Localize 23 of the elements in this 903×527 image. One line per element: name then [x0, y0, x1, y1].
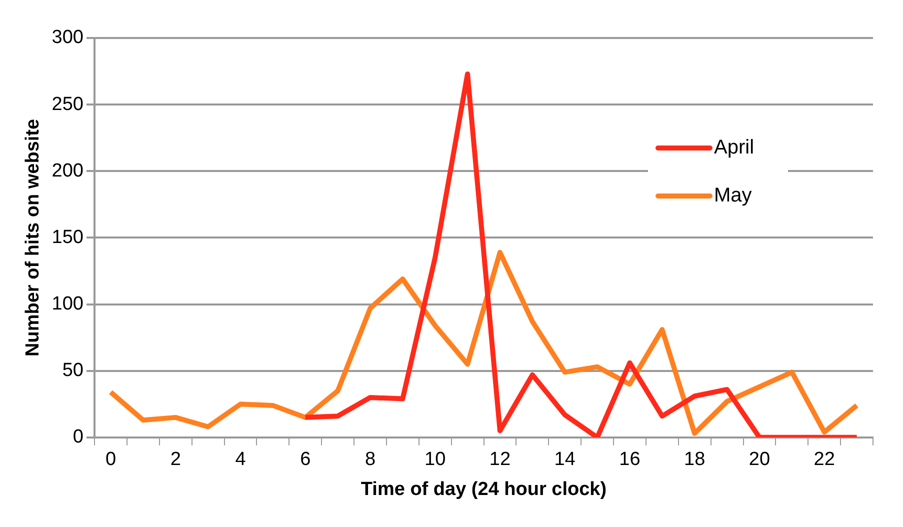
- x-tick-label: 10: [424, 449, 446, 470]
- x-tick-label: 22: [814, 449, 835, 470]
- y-axis-title: Number of hits on website: [22, 118, 44, 356]
- x-tick-label: 18: [684, 449, 706, 470]
- legend-label: May: [714, 184, 752, 207]
- x-axis-title: Time of day (24 hour clock): [360, 478, 607, 500]
- x-tick-label: 2: [170, 449, 181, 470]
- y-tick-label: 300: [52, 27, 84, 48]
- x-tick-label: 0: [105, 449, 116, 470]
- x-tick-label: 12: [489, 449, 511, 470]
- y-tick-label: 0: [72, 426, 84, 448]
- x-tick-label: 6: [300, 449, 311, 470]
- y-tick-label: 150: [52, 226, 84, 248]
- x-tick-label: 4: [235, 449, 246, 470]
- x-tick-label: 16: [619, 449, 640, 470]
- x-tick-label: 8: [364, 449, 376, 470]
- y-tick-label: 200: [52, 160, 84, 182]
- legend-label: April: [714, 136, 754, 159]
- x-tick-label: 20: [748, 449, 770, 470]
- x-tick-label: 14: [554, 449, 576, 470]
- y-tick-label: 250: [52, 94, 84, 115]
- y-tick-label: 100: [52, 294, 84, 314]
- y-tick-label: 50: [62, 360, 84, 382]
